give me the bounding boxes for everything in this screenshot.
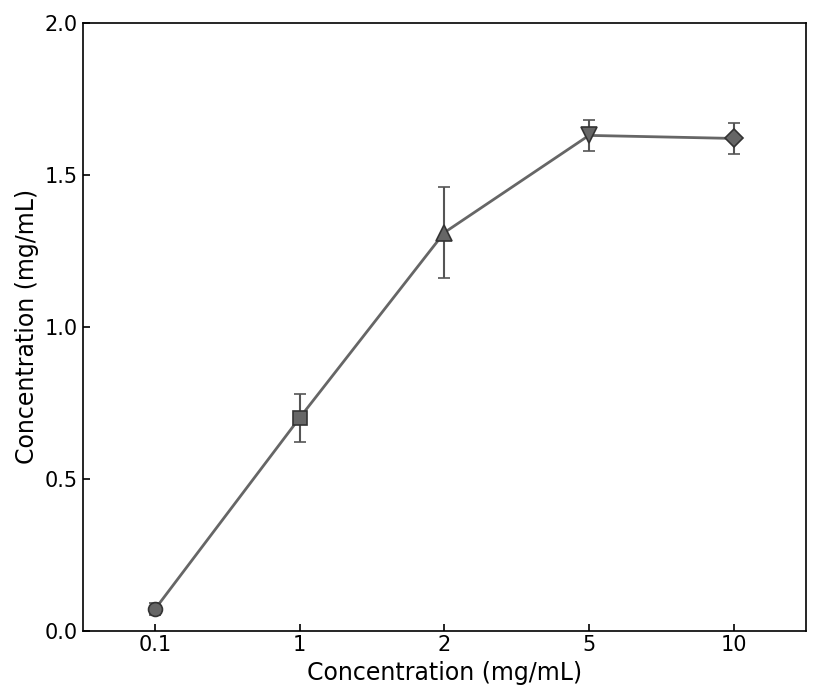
X-axis label: Concentration (mg/mL): Concentration (mg/mL) bbox=[307, 661, 582, 685]
Y-axis label: Concentration (mg/mL): Concentration (mg/mL) bbox=[15, 189, 39, 464]
